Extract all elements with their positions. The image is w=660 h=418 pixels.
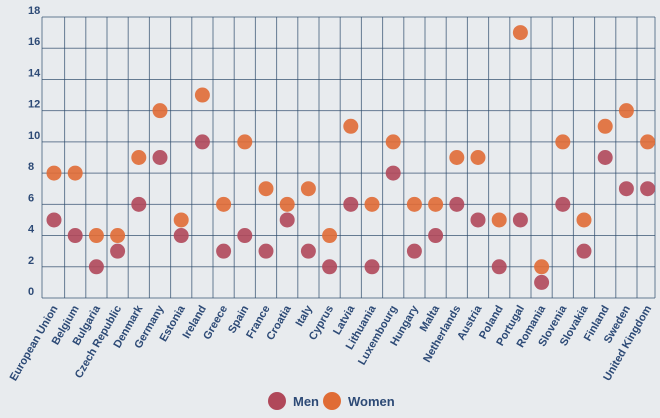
point-men: [534, 274, 550, 290]
point-men: [470, 212, 486, 228]
point-men: [385, 165, 401, 181]
point-men: [152, 150, 168, 165]
point-women: [364, 196, 380, 212]
point-women: [300, 181, 316, 197]
point-women: [322, 228, 338, 244]
point-women: [555, 134, 571, 150]
point-men: [491, 259, 507, 275]
point-men: [46, 212, 62, 228]
point-women: [406, 196, 422, 212]
point-men: [428, 228, 444, 244]
point-men: [131, 196, 147, 212]
point-men: [555, 196, 571, 212]
point-women: [449, 150, 465, 165]
point-women: [88, 228, 104, 244]
data-points: [46, 25, 656, 290]
point-women: [597, 118, 613, 134]
point-women: [258, 181, 274, 197]
legend-swatch-men: [268, 392, 286, 410]
point-women: [640, 134, 656, 150]
point-women: [576, 212, 592, 228]
point-women: [67, 165, 83, 181]
point-women: [534, 259, 550, 275]
point-women: [428, 196, 444, 212]
point-men: [406, 243, 422, 259]
legend-label-women: Women: [348, 393, 395, 409]
grid: [41, 16, 656, 299]
point-women: [470, 150, 486, 165]
y-axis-ticks: 0 2 4 6 8 10 12 14 16 18: [28, 5, 41, 298]
y-tick-label: 2: [28, 255, 34, 267]
point-women: [110, 228, 126, 244]
point-men: [618, 181, 634, 197]
point-women: [491, 212, 507, 228]
point-men: [173, 228, 189, 244]
point-men: [279, 212, 295, 228]
point-men: [67, 228, 83, 244]
y-tick-label: 0: [28, 286, 34, 298]
point-men: [216, 243, 232, 259]
point-men: [258, 243, 274, 259]
point-men: [364, 259, 380, 275]
series-women: [46, 25, 656, 275]
point-men: [343, 196, 359, 212]
point-men: [597, 150, 613, 165]
point-women: [385, 134, 401, 150]
point-women: [618, 103, 634, 119]
x-tick-label: Italy: [294, 303, 316, 329]
point-women: [131, 150, 147, 165]
legend: Men Women: [0, 392, 660, 414]
y-tick-label: 16: [28, 36, 40, 48]
legend-label-men: Men: [293, 393, 319, 409]
series-men: [46, 134, 656, 290]
point-women: [343, 118, 359, 134]
point-men: [640, 181, 656, 197]
point-men: [88, 259, 104, 275]
point-men: [322, 259, 338, 275]
point-men: [449, 196, 465, 212]
y-tick-label: 10: [28, 130, 40, 142]
y-tick-label: 18: [28, 5, 40, 17]
legend-item-women: Women: [323, 392, 395, 410]
y-tick-label: 6: [28, 192, 34, 204]
y-tick-label: 12: [28, 99, 40, 111]
point-men: [576, 243, 592, 259]
point-men: [512, 212, 528, 228]
y-tick-label: 4: [28, 224, 35, 236]
point-women: [512, 25, 528, 41]
point-men: [194, 134, 210, 150]
point-women: [46, 165, 62, 181]
point-men: [110, 243, 126, 259]
point-women: [194, 87, 210, 103]
point-men: [300, 243, 316, 259]
point-women: [237, 134, 253, 150]
y-tick-label: 14: [28, 67, 41, 79]
point-women: [216, 196, 232, 212]
point-women: [173, 212, 189, 228]
y-tick-label: 8: [28, 161, 34, 173]
legend-item-men: Men: [268, 392, 319, 410]
point-women: [279, 196, 295, 212]
point-women: [152, 103, 168, 119]
legend-swatch-women: [323, 392, 341, 410]
point-men: [237, 228, 253, 244]
